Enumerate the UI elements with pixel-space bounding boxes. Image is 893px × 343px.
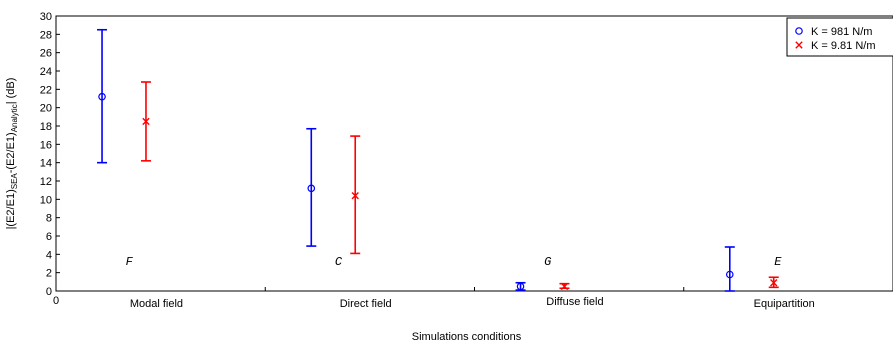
y-label-part-1: |(E2/E1) [5,189,17,229]
y-tick-label: 2 [46,268,52,280]
x-axis-label: Simulations conditions [412,331,522,343]
legend-marker-x [795,41,803,49]
category-label: Equipartition [754,298,815,310]
legend-box [786,17,893,57]
data-point-x [560,282,569,291]
y-tick-label: 16 [40,139,52,151]
y-tick-label: 18 [40,121,52,133]
data-point-x [142,117,150,126]
y-label-sub-1: SEA [10,173,19,190]
annotation-label: G [544,255,552,269]
data-point-circle [307,184,316,193]
axes-layer [55,15,893,292]
y-label-part-2: -(E2/E1) [5,132,17,173]
annotation-label: F [126,255,134,269]
x-origin-label: 0 [53,295,59,307]
legend-label: K = 981 N/m [811,26,872,38]
y-label-sub-2: Analytic [10,104,19,132]
y-tick-label: 28 [40,29,52,41]
annotation-label: C [335,255,343,269]
y-tick-label: 4 [46,249,52,261]
data-point-x [770,279,778,287]
y-label-part-3: | (dB) [5,78,17,105]
annotation-label: E [774,255,782,269]
y-axis-label: |(E2/E1)SEA-(E2/E1)Analytic| (dB) [5,78,19,230]
data-point-circle [725,270,734,279]
y-tick-label: 6 [46,231,52,243]
legend-marker-circle [795,27,803,35]
data-point-circle [98,92,106,101]
y-tick-label: 10 [40,194,52,206]
y-tick-label: 20 [40,103,52,115]
y-tick-label: 12 [40,176,52,188]
y-tick-label: 8 [46,213,52,225]
y-tick-label: 14 [40,158,52,170]
legend-label: K = 9.81 N/m [811,40,876,52]
y-tick-label: 26 [40,48,52,60]
data-point-x [351,191,359,200]
plot-frame [55,15,893,292]
category-label: Direct field [340,298,392,310]
y-tick-label: 22 [40,84,52,96]
category-label: Modal field [130,298,183,310]
y-tick-label: 0 [46,286,52,298]
legend: K = 981 N/m K = 9.81 N/m [786,17,893,57]
data-point-circle [516,282,525,291]
marks-layer [97,28,779,292]
category-label: Diffuse field [546,296,603,308]
y-tick-label: 24 [40,66,52,78]
y-tick-label: 30 [40,11,52,23]
